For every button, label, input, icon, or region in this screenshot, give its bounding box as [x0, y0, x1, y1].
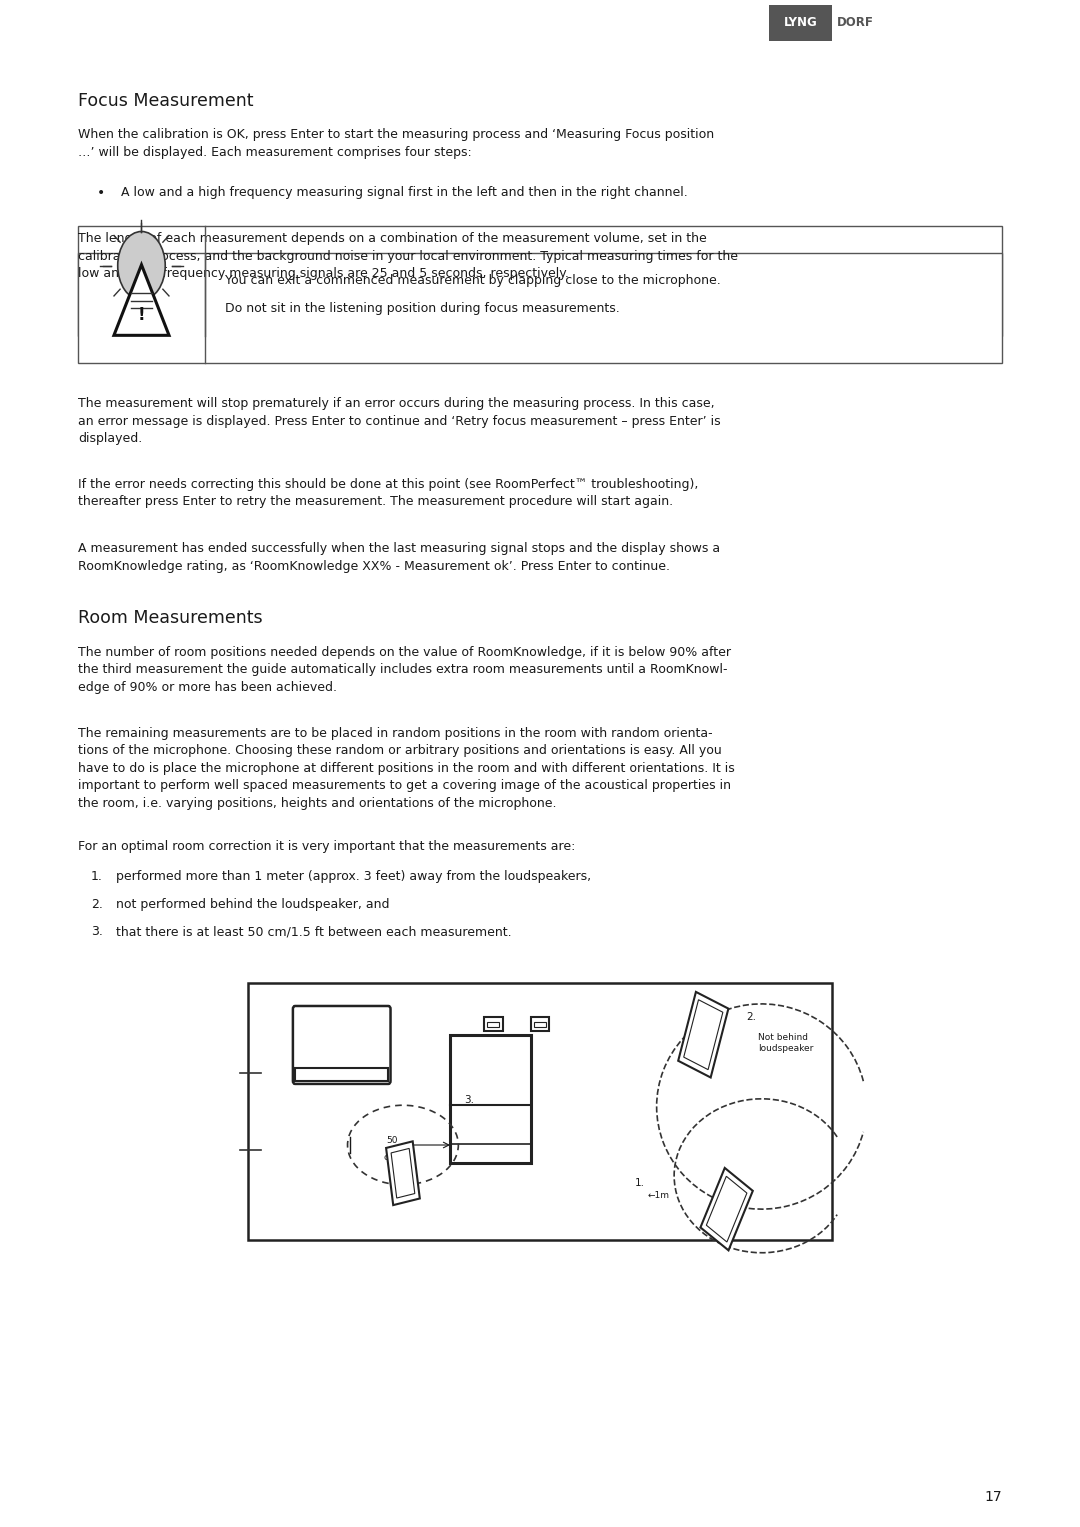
Text: A measurement has ended successfully when the last measuring signal stops and th: A measurement has ended successfully whe…	[78, 542, 720, 573]
FancyBboxPatch shape	[449, 1035, 531, 1164]
Text: not performed behind the loudspeaker, and: not performed behind the loudspeaker, an…	[116, 898, 389, 912]
Text: The length of each measurement depends on a combination of the measurement volum: The length of each measurement depends o…	[78, 232, 738, 279]
Text: If the error needs correcting this should be done at this point (see RoomPerfect: If the error needs correcting this shoul…	[78, 478, 698, 508]
FancyBboxPatch shape	[487, 1022, 499, 1028]
Text: 3.: 3.	[91, 925, 103, 939]
Text: The measurement will stop prematurely if an error occurs during the measuring pr: The measurement will stop prematurely if…	[78, 397, 720, 444]
Text: You can exit a commenced measurement by clapping close to the microphone.: You can exit a commenced measurement by …	[225, 275, 720, 287]
Text: The number of room positions needed depends on the value of RoomKnowledge, if it: The number of room positions needed depe…	[78, 646, 731, 693]
Text: cm: cm	[383, 1153, 397, 1162]
Text: 1.: 1.	[91, 870, 103, 884]
Text: •: •	[97, 186, 106, 200]
FancyBboxPatch shape	[248, 983, 832, 1240]
FancyBboxPatch shape	[484, 1017, 502, 1032]
Text: When the calibration is OK, press Enter to start the measuring process and ‘Meas: When the calibration is OK, press Enter …	[78, 128, 714, 159]
Text: Do not sit in the listening position during focus measurements.: Do not sit in the listening position dur…	[225, 302, 620, 315]
Text: ←1m: ←1m	[647, 1191, 670, 1200]
Text: The remaining measurements are to be placed in random positions in the room with: The remaining measurements are to be pla…	[78, 727, 734, 809]
Ellipse shape	[118, 232, 165, 299]
FancyBboxPatch shape	[78, 253, 1002, 363]
FancyBboxPatch shape	[769, 5, 832, 41]
Text: 50: 50	[386, 1136, 397, 1145]
Text: LYNG: LYNG	[783, 17, 818, 29]
Text: A low and a high frequency measuring signal first in the left and then in the ri: A low and a high frequency measuring sig…	[121, 186, 688, 200]
FancyBboxPatch shape	[293, 1006, 391, 1084]
FancyBboxPatch shape	[78, 226, 1002, 336]
Polygon shape	[386, 1141, 420, 1205]
Text: 2.: 2.	[746, 1012, 756, 1022]
Text: For an optimal room correction it is very important that the measurements are:: For an optimal room correction it is ver…	[78, 840, 576, 854]
FancyBboxPatch shape	[530, 1017, 550, 1032]
Polygon shape	[701, 1168, 753, 1251]
Text: 3.: 3.	[463, 1095, 474, 1106]
Text: !: !	[137, 305, 146, 324]
Text: Room Measurements: Room Measurements	[78, 609, 262, 628]
Polygon shape	[113, 264, 170, 336]
Polygon shape	[678, 993, 728, 1078]
FancyBboxPatch shape	[295, 1067, 389, 1081]
Text: 2.: 2.	[91, 898, 103, 912]
Text: performed more than 1 meter (approx. 3 feet) away from the loudspeakers,: performed more than 1 meter (approx. 3 f…	[116, 870, 591, 884]
FancyBboxPatch shape	[303, 1034, 380, 1081]
Text: 17: 17	[985, 1490, 1002, 1504]
Text: DORF: DORF	[837, 17, 874, 29]
Text: 1.: 1.	[635, 1179, 645, 1188]
FancyBboxPatch shape	[534, 1022, 546, 1028]
Text: Focus Measurement: Focus Measurement	[78, 92, 253, 110]
Text: that there is at least 50 cm/1.5 ft between each measurement.: that there is at least 50 cm/1.5 ft betw…	[116, 925, 511, 939]
Text: Not behind
loudspeaker: Not behind loudspeaker	[758, 1032, 813, 1052]
